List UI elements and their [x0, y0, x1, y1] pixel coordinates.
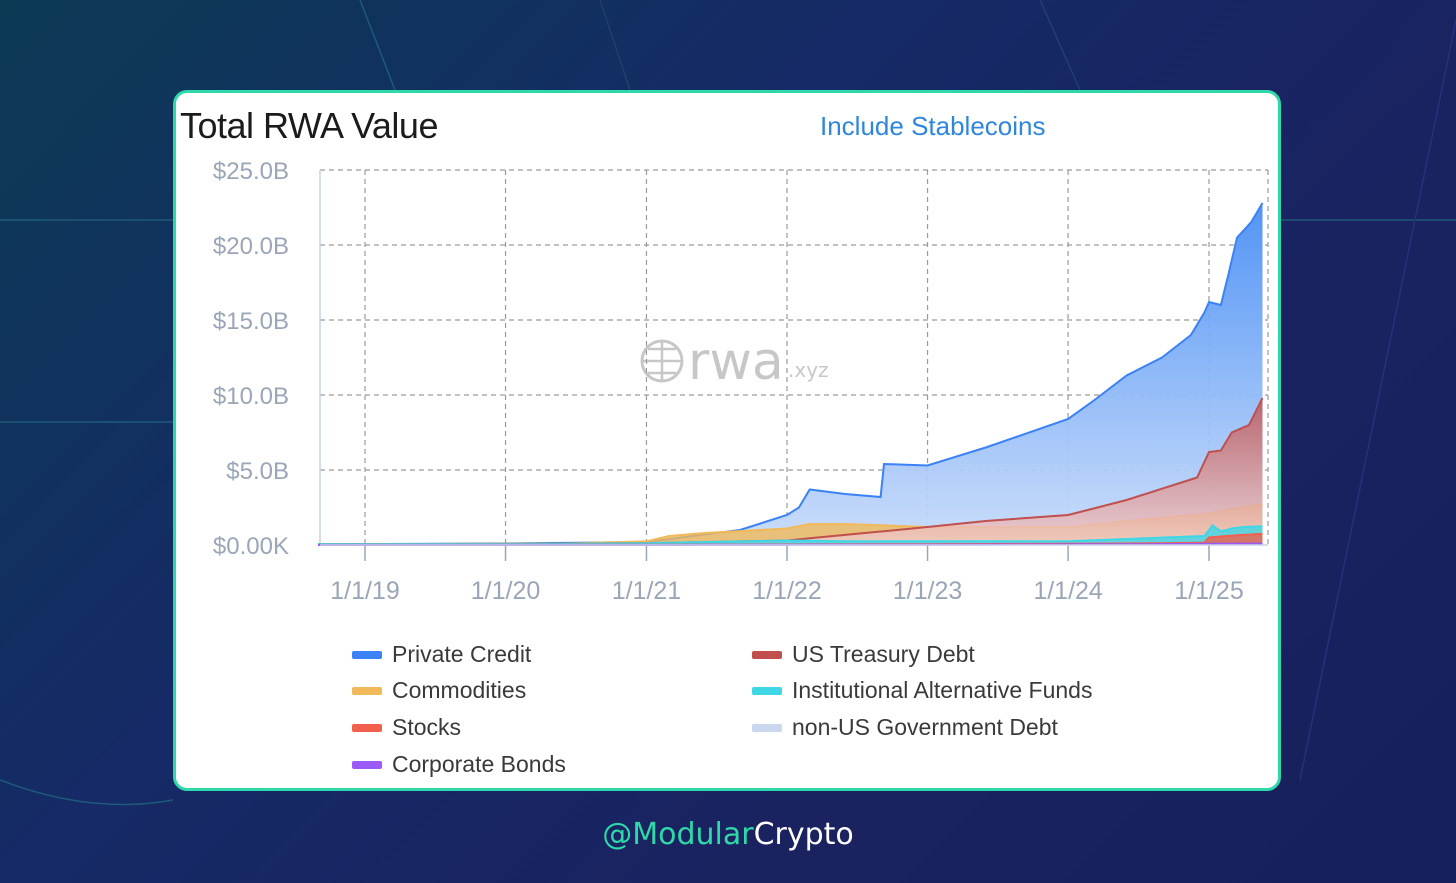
legend-label: Commodities: [392, 677, 527, 703]
y-tick-label: $0.00K: [213, 533, 289, 560]
legend-label: Stocks: [392, 714, 462, 740]
chart-title: Total RWA Value: [180, 105, 438, 146]
x-tick-label: 1/1/25: [1174, 577, 1244, 605]
legend-item[interactable]: Institutional Alternative Funds: [752, 677, 1092, 704]
chart-card: rwa .xyz $0.00K $5.0B $10.0B $15.0B $20.0B $25.…: [173, 90, 1281, 791]
series-line-institutional-alternative-funds: [317, 524, 1263, 546]
legend-item[interactable]: Corporate Bonds: [352, 751, 566, 778]
legend-label: non-US Government Debt: [792, 714, 1058, 740]
chart-legend: Private Credit US Treasury Debt Commoditie…: [352, 641, 1152, 788]
watermark-text: rwa: [688, 332, 784, 392]
legend-swatch: [352, 686, 382, 695]
legend-swatch: [752, 723, 782, 732]
legend-swatch: [752, 650, 782, 659]
author-credit: @ModularCrypto: [0, 817, 1456, 852]
legend-item[interactable]: non-US Government Debt: [752, 714, 1058, 741]
legend-item[interactable]: Commodities: [352, 677, 526, 704]
y-tick-label: $10.0B: [213, 383, 289, 410]
x-tick-label: 1/1/21: [612, 577, 682, 605]
legend-label: US Treasury Debt: [792, 641, 975, 667]
legend-swatch: [352, 760, 382, 769]
y-tick-label: $25.0B: [213, 158, 289, 185]
series-area-private-credit: [318, 203, 1263, 545]
y-tick-label: $15.0B: [213, 308, 289, 335]
legend-swatch: [352, 650, 382, 659]
legend-label: Corporate Bonds: [392, 751, 566, 777]
x-tick-label: 1/1/20: [471, 577, 541, 605]
x-tick-label: 1/1/24: [1033, 577, 1103, 605]
y-tick-label: $20.0B: [213, 233, 289, 260]
x-tick-label: 1/1/23: [893, 577, 963, 605]
x-tick-label: 1/1/22: [752, 577, 822, 605]
credit-name: Crypto: [753, 817, 854, 852]
y-tick-label: $5.0B: [226, 458, 289, 485]
legend-item[interactable]: Stocks: [352, 714, 461, 741]
legend-swatch: [752, 686, 782, 695]
legend-item[interactable]: US Treasury Debt: [752, 641, 975, 668]
legend-label: Private Credit: [392, 641, 532, 667]
legend-swatch: [352, 723, 382, 732]
x-tick-label: 1/1/19: [330, 577, 400, 605]
credit-handle: @Modular: [602, 817, 754, 852]
chart-plot: rwa .xyz $0.00K $5.0B $10.0B $15.0B $20.0B $25.…: [213, 158, 1269, 605]
legend-label: Institutional Alternative Funds: [792, 677, 1093, 703]
legend-item[interactable]: Private Credit: [352, 641, 531, 668]
watermark-suffix: .xyz: [788, 358, 829, 382]
include-stablecoins-toggle[interactable]: Include Stablecoins: [820, 111, 1046, 141]
series-area-us-treasury-debt: [318, 398, 1263, 545]
watermark: rwa .xyz: [640, 332, 829, 392]
